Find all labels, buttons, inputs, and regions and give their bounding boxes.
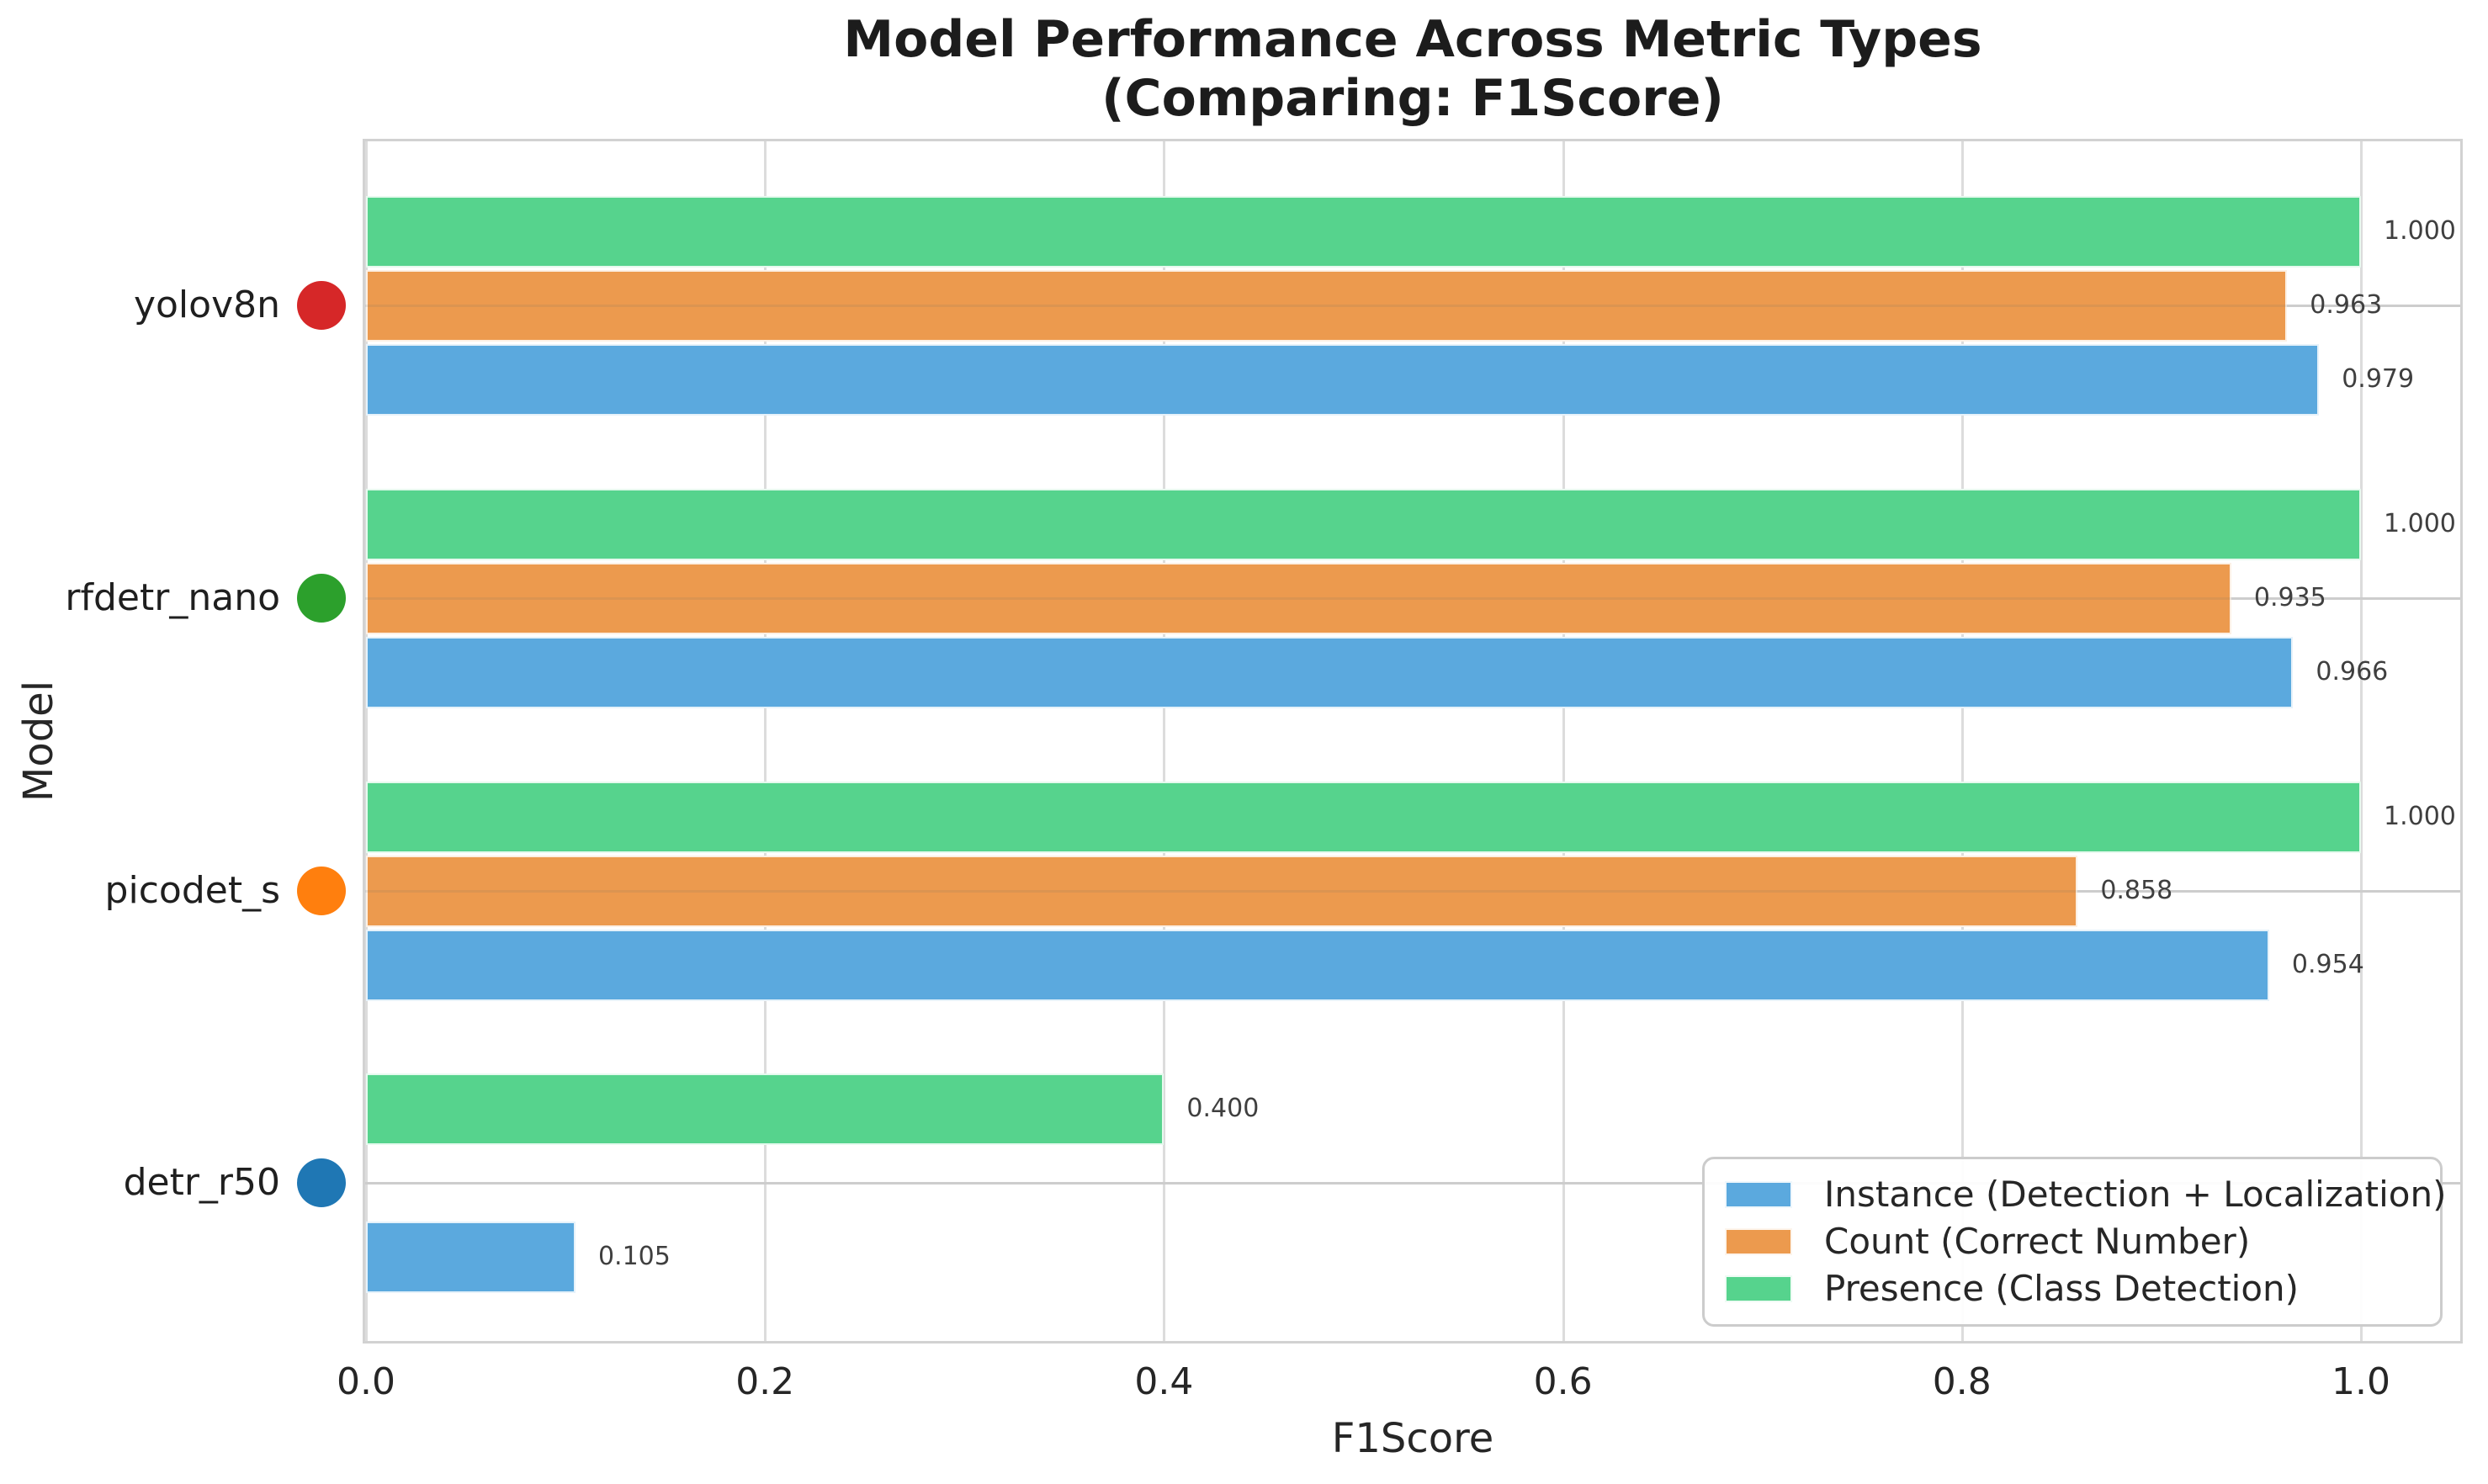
gridline-x-0.2	[764, 141, 767, 1341]
bar-picodet_s-count	[366, 856, 2078, 927]
gridline-y-detr_r50	[365, 1182, 2460, 1185]
bar-rfdetr_nano-instance	[366, 637, 2294, 708]
bar-yolov8n-presence	[366, 196, 2361, 268]
value-label-rfdetr_nano-instance: 0.966	[2316, 657, 2389, 686]
y-tick-label-detr_r50: detr_r50	[123, 1161, 280, 1204]
plot-area: 1.000 0.963 0.979 1.000 0.935 0.966 1.000 0.858…	[363, 139, 2463, 1344]
x-tick-label-0.2: 0.2	[735, 1360, 795, 1403]
legend-label-presence: Presence (Class Detection)	[1824, 1268, 2300, 1309]
bar-picodet_s-instance	[366, 930, 2269, 1001]
value-label-picodet_s-instance: 0.954	[2291, 950, 2364, 979]
x-tick-label-0.0: 0.0	[337, 1360, 395, 1403]
chart-title-line1: Model Performance Across Metric Types	[843, 10, 1982, 69]
gridline-y-overlay-yolov8n	[365, 305, 2460, 307]
legend-label-instance: Instance (Detection + Localization)	[1824, 1174, 2447, 1215]
y-axis-title: Model	[15, 680, 62, 803]
gridline-y-overlay-rfdetr_nano	[365, 597, 2460, 600]
model-dot-yolov8n	[297, 281, 346, 330]
chart-title-line2: (Comparing: F1Score)	[1101, 69, 1724, 128]
model-dot-picodet_s	[297, 867, 346, 915]
chart-title: Model Performance Across Metric Types (C…	[363, 10, 2463, 128]
legend-item-presence: Presence (Class Detection)	[1725, 1269, 2420, 1309]
y-tick-label-yolov8n: yolov8n	[133, 284, 280, 326]
value-label-yolov8n-instance: 0.979	[2342, 364, 2415, 394]
gridline-y-overlay-detr_r50	[365, 1182, 2460, 1185]
value-label-detr_r50-presence: 0.400	[1186, 1094, 1260, 1123]
legend-item-count: Count (Correct Number)	[1725, 1222, 2420, 1262]
gridline-x-1.0	[2360, 141, 2363, 1341]
y-tick-label-rfdetr_nano: rfdetr_nano	[65, 576, 280, 619]
legend-swatch-instance	[1725, 1181, 1792, 1208]
x-tick-label-0.6: 0.6	[1533, 1360, 1593, 1403]
legend-label-count: Count (Correct Number)	[1824, 1221, 2251, 1262]
legend: Instance (Detection + Localization) Count…	[1702, 1157, 2446, 1327]
y-tick-label-picodet_s: picodet_s	[104, 869, 280, 912]
x-tick-label-0.4: 0.4	[1134, 1360, 1194, 1403]
value-label-rfdetr_nano-presence: 1.000	[2384, 509, 2456, 538]
gridline-y-overlay-picodet_s	[365, 890, 2460, 893]
bar-rfdetr_nano-count	[366, 563, 2231, 634]
x-axis-title: F1Score	[1331, 1415, 1494, 1462]
x-tick-label-1.0: 1.0	[2332, 1360, 2390, 1403]
value-label-yolov8n-presence: 1.000	[2384, 216, 2456, 246]
value-label-yolov8n-count: 0.963	[2310, 290, 2383, 320]
value-label-rfdetr_nano-count: 0.935	[2253, 583, 2326, 612]
x-tick-label-0.8: 0.8	[1932, 1360, 1992, 1403]
model-dot-detr_r50	[297, 1158, 346, 1207]
legend-item-instance: Instance (Detection + Localization)	[1725, 1174, 2446, 1215]
model-dot-rfdetr_nano	[297, 574, 346, 623]
legend-swatch-count	[1725, 1228, 1792, 1255]
bar-detr_r50-presence	[366, 1073, 1164, 1145]
value-label-picodet_s-count: 0.858	[2100, 876, 2173, 905]
bar-yolov8n-instance	[366, 344, 2320, 416]
gridline-x-0.4	[1163, 141, 1166, 1341]
gridline-x-0.8	[1960, 141, 1964, 1341]
bar-yolov8n-count	[366, 270, 2288, 342]
bar-picodet_s-presence	[366, 782, 2361, 853]
gridline-x-0.6	[1562, 141, 1565, 1341]
gridline-x-0.0	[365, 141, 368, 1341]
value-label-picodet_s-presence: 1.000	[2384, 802, 2456, 831]
bar-detr_r50-instance	[366, 1222, 576, 1293]
value-label-detr_r50-instance: 0.105	[597, 1242, 671, 1271]
legend-swatch-presence	[1725, 1275, 1792, 1302]
bar-rfdetr_nano-presence	[366, 489, 2361, 560]
